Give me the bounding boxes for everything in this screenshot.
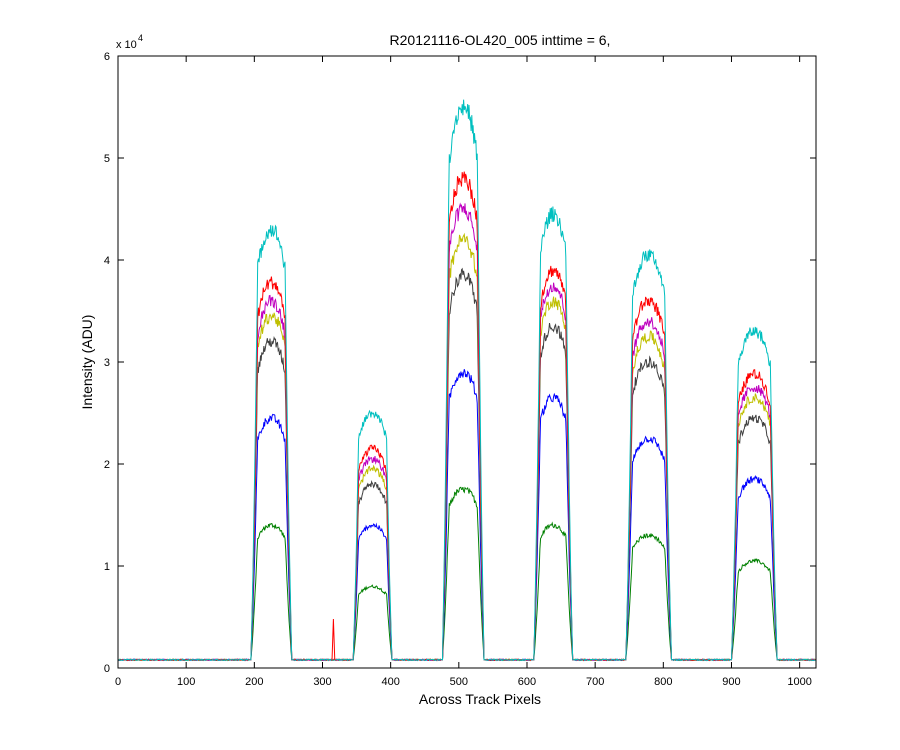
y-multiplier-exponent: 4 bbox=[138, 33, 143, 43]
y-axis-label: Intensity (ADU) bbox=[79, 315, 95, 410]
x-tick-label: 100 bbox=[177, 676, 195, 688]
y-tick-label: 5 bbox=[104, 153, 110, 165]
x-tick-label: 200 bbox=[245, 676, 263, 688]
y-multiplier-base: x 10 bbox=[116, 39, 137, 51]
y-tick-label: 2 bbox=[104, 459, 110, 471]
y-tick-label: 1 bbox=[104, 561, 110, 573]
y-tick-label: 0 bbox=[104, 663, 110, 675]
x-tick-label: 0 bbox=[115, 676, 121, 688]
x-tick-label: 400 bbox=[381, 676, 399, 688]
x-tick-label: 600 bbox=[518, 676, 536, 688]
spike-artifact bbox=[331, 619, 336, 660]
y-tick-label: 4 bbox=[104, 255, 110, 267]
x-tick-label: 700 bbox=[586, 676, 604, 688]
y-tick-label: 3 bbox=[104, 357, 110, 369]
series-line bbox=[117, 99, 817, 662]
x-tick-label: 300 bbox=[313, 676, 331, 688]
x-tick-label: 1000 bbox=[787, 676, 811, 688]
ticks-layer: 0 100 200 300 400 500 600 700 800 900 1000 0 1 2 3 4 5 6 bbox=[104, 51, 816, 688]
y-tick-label: 6 bbox=[104, 51, 110, 63]
plot-area bbox=[118, 56, 816, 668]
x-tick-label: 500 bbox=[450, 676, 468, 688]
x-axis-label: Across Track Pixels bbox=[419, 691, 541, 707]
x-tick-label: 800 bbox=[654, 676, 672, 688]
chart-title: R20121116-OL420_005 inttime = 6, bbox=[390, 32, 611, 48]
series-layer bbox=[117, 99, 817, 662]
x-tick-label: 900 bbox=[722, 676, 740, 688]
